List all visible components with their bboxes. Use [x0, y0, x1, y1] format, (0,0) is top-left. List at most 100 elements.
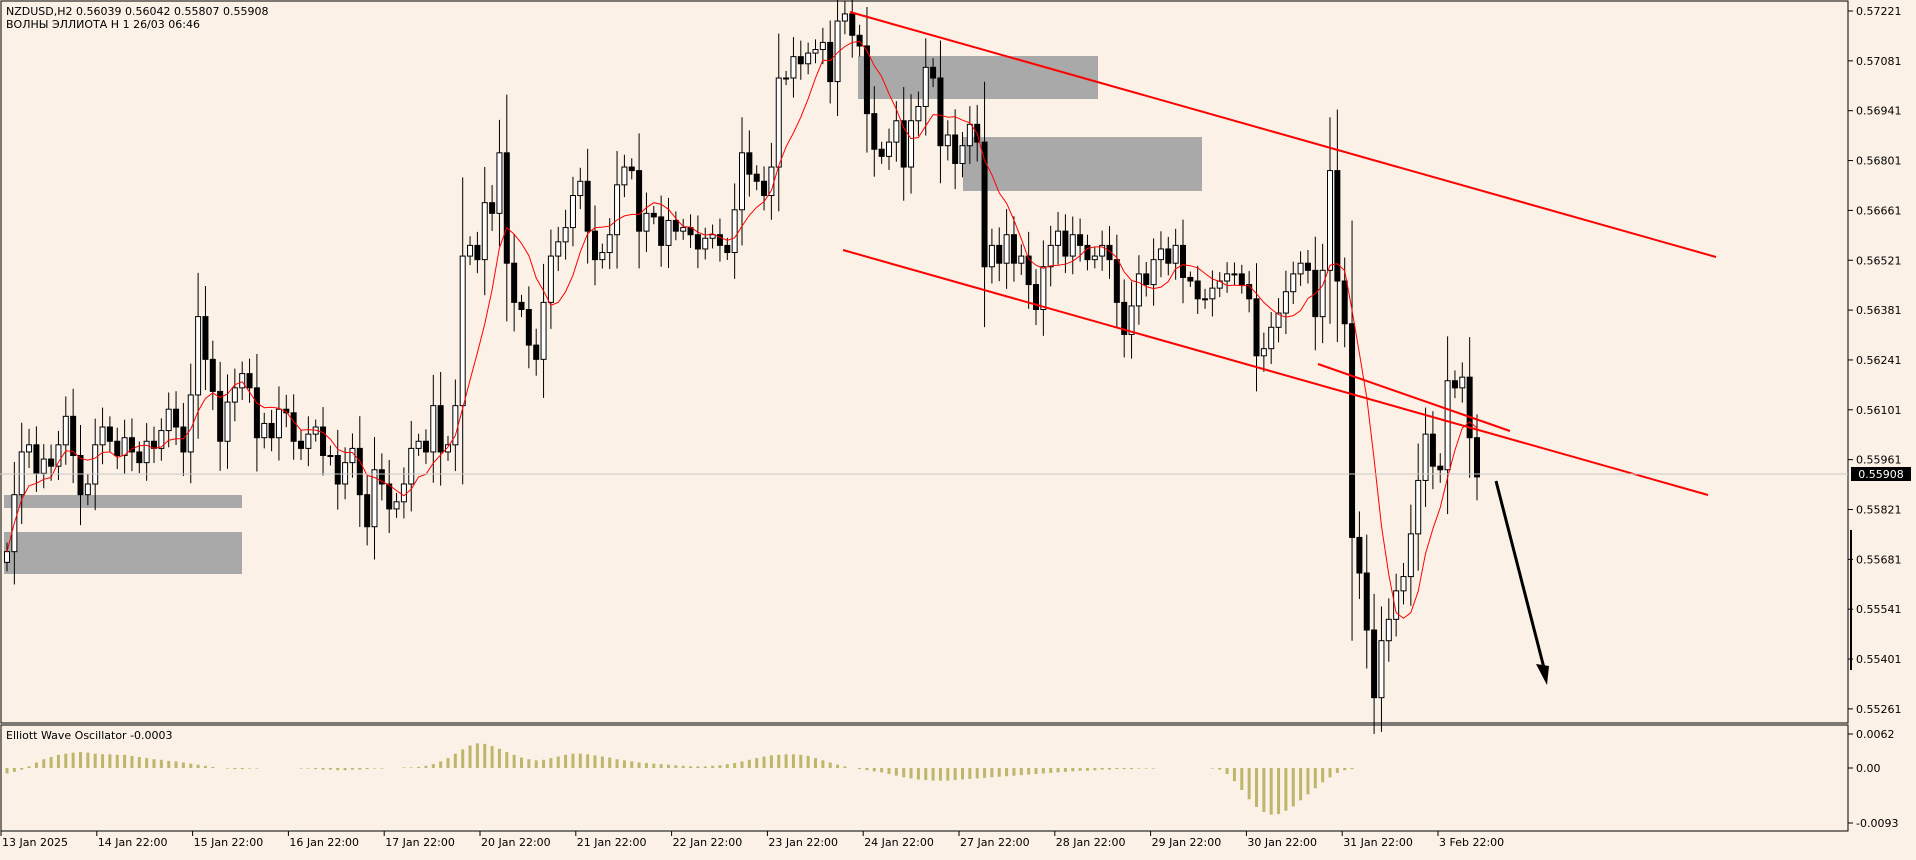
down-arrow: [1494, 480, 1549, 685]
time-tick-label: 30 Jan 22:00: [1247, 836, 1317, 849]
time-tick-label: 22 Jan 22:00: [673, 836, 743, 849]
candle: [944, 120, 951, 161]
candle: [812, 39, 819, 64]
moving-average-line: [6, 40, 1478, 619]
channel-line: [842, 249, 1709, 496]
candle: [966, 106, 973, 164]
candle: [1282, 270, 1289, 335]
candle: [1253, 263, 1260, 392]
candle: [790, 37, 797, 98]
time-tick-label: 29 Jan 22:00: [1152, 836, 1222, 849]
candle: [1055, 211, 1062, 265]
candle: [680, 218, 687, 240]
time-tick-label: 16 Jan 22:00: [289, 836, 359, 849]
candle: [503, 94, 510, 322]
candle: [356, 416, 363, 527]
candle: [1003, 209, 1010, 289]
oscillator-bars: [5, 743, 1354, 815]
candle: [1187, 271, 1194, 287]
candle: [26, 428, 33, 468]
price-tick-label: 0.55261: [1856, 703, 1902, 716]
candle: [1121, 279, 1128, 358]
candle: [55, 430, 62, 481]
candle: [253, 354, 260, 472]
candle: [422, 429, 429, 464]
candle: [349, 433, 356, 478]
candle: [650, 206, 657, 225]
candle: [1429, 411, 1436, 490]
candle: [1437, 453, 1444, 483]
candle: [467, 236, 474, 266]
zone-rect: [4, 532, 242, 574]
candle: [849, 0, 856, 58]
candle: [320, 407, 327, 476]
candle: [430, 374, 437, 483]
candle: [716, 218, 723, 262]
candle: [606, 218, 613, 270]
candle: [658, 195, 665, 267]
candle: [1224, 262, 1231, 293]
candle: [621, 154, 628, 198]
candle: [863, 6, 870, 153]
candle: [1106, 226, 1113, 279]
time-tick-label: 17 Jan 22:00: [385, 836, 455, 849]
price-tick-label: 0.56101: [1856, 404, 1902, 417]
candle: [371, 436, 378, 560]
candle: [694, 215, 701, 269]
candle: [908, 94, 915, 194]
zone-rect: [4, 495, 242, 508]
candle: [555, 226, 562, 272]
candle: [143, 423, 150, 481]
candle: [841, 0, 848, 35]
candle: [445, 435, 451, 461]
time-tick-label: 20 Jan 22:00: [481, 836, 551, 849]
candle: [106, 416, 113, 452]
candle: [672, 211, 679, 241]
oscillator-tick-label: 0.0062: [1856, 728, 1895, 741]
time-tick-label: 24 Jan 22:00: [864, 836, 934, 849]
candle: [327, 445, 334, 466]
candle: [1069, 216, 1076, 275]
price-tick-label: 0.56941: [1856, 105, 1902, 118]
candle: [1363, 534, 1370, 669]
candle: [1150, 238, 1157, 306]
candle: [92, 418, 99, 511]
candle: [1209, 270, 1216, 317]
candle: [937, 40, 944, 184]
candle: [636, 133, 643, 269]
candle: [1319, 243, 1326, 344]
candle: [114, 427, 121, 470]
oscillator-axis: 0.0062 0.00 -0.0093: [1848, 728, 1898, 830]
candle: [709, 224, 716, 249]
price-tick-label: 0.55681: [1856, 553, 1902, 566]
candle: [1260, 332, 1267, 372]
candle: [151, 426, 157, 463]
candle: [1327, 117, 1333, 324]
candle: [1128, 281, 1135, 359]
price-tick-label: 0.55541: [1856, 603, 1902, 616]
price-tick-label: 0.57081: [1856, 55, 1902, 68]
current-price-marker: 0.55908: [1851, 467, 1911, 481]
candle: [217, 361, 224, 471]
candle: [592, 205, 598, 286]
candle: [70, 388, 77, 484]
candle: [915, 91, 922, 136]
candle: [180, 402, 187, 476]
candle: [1091, 247, 1098, 269]
candle: [1135, 255, 1142, 325]
candle: [18, 422, 25, 524]
price-tick-label: 0.56661: [1856, 204, 1902, 217]
candle: [1018, 244, 1025, 275]
candle: [1165, 236, 1172, 276]
candle: [1466, 337, 1473, 478]
price-tick-label: 0.56801: [1856, 155, 1902, 168]
time-tick-label: 13 Jan 2025: [2, 836, 68, 849]
price-tick-label: 0.56241: [1856, 354, 1902, 367]
candle: [202, 285, 209, 390]
candle: [239, 361, 246, 400]
candle: [739, 117, 745, 246]
candle: [1444, 336, 1451, 515]
candle: [959, 131, 966, 178]
price-tick-label: 0.55401: [1856, 653, 1902, 666]
candle: [599, 243, 606, 269]
